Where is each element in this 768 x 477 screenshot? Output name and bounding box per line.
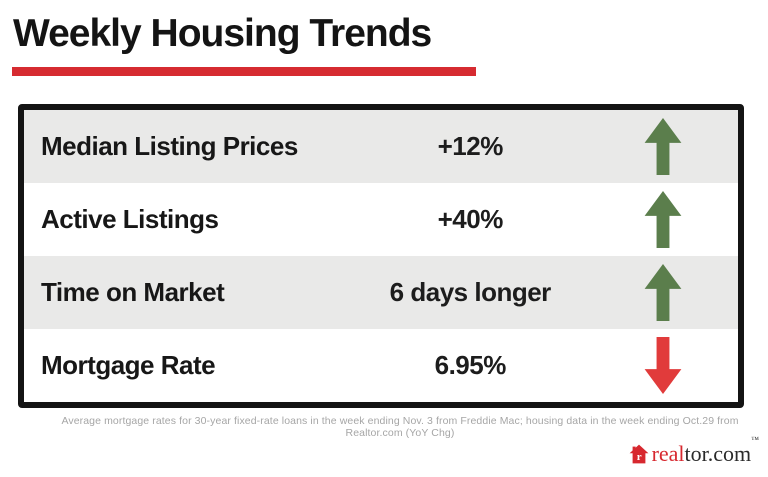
svg-text:r: r (636, 451, 641, 463)
trend-up-arrow-icon (588, 264, 738, 321)
metric-value: +12% (437, 131, 504, 161)
table-row: Mortgage Rate 6.95% (24, 329, 738, 402)
logo-text-real: real (651, 441, 685, 466)
trend-up-arrow-icon (588, 118, 738, 175)
table-row: Time on Market 6 days longer (24, 256, 738, 329)
table-row: Median Listing Prices +12% (24, 110, 738, 183)
page-title: Weekly Housing Trends (13, 12, 432, 55)
table-row: Active Listings +40% (24, 183, 738, 256)
trademark-symbol: ™ (751, 435, 759, 444)
metric-label: Active Listings (41, 204, 219, 234)
metric-value: 6.95% (434, 350, 507, 380)
housing-trends-table: Median Listing Prices +12% Active Listin… (18, 104, 744, 408)
logo-text-tor-com: tor.com (684, 441, 752, 466)
metric-label: Time on Market (41, 277, 225, 307)
title-underline-bar (12, 67, 476, 76)
source-footnote: Average mortgage rates for 30-year fixed… (61, 415, 739, 439)
metric-value: +40% (437, 204, 504, 234)
metric-label: Mortgage Rate (41, 350, 216, 380)
logo-text: realtor.com™ (651, 436, 759, 466)
trend-up-arrow-icon (588, 191, 738, 248)
metric-value: 6 days longer (389, 277, 552, 307)
realtor-com-logo: r realtor.com™ (629, 436, 759, 466)
house-icon: r (629, 444, 648, 464)
trend-down-arrow-icon (588, 337, 738, 394)
metric-label: Median Listing Prices (41, 131, 298, 161)
